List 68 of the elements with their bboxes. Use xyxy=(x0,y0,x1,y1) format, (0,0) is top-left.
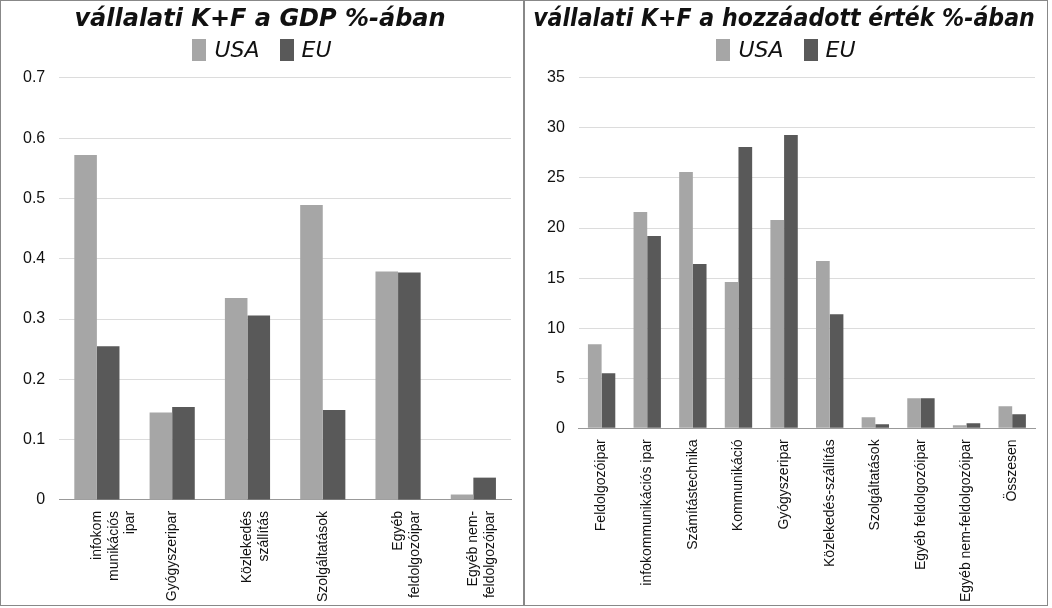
x-tick-label: Szolgáltatások xyxy=(313,509,330,603)
x-tick-label: Közlekedés szállítás xyxy=(238,510,272,584)
bar xyxy=(724,282,739,428)
x-tick-label: Gyógyszeripar xyxy=(163,510,180,602)
legend-label: EU xyxy=(825,37,856,62)
bar xyxy=(816,261,830,428)
y-tick-label: 35 xyxy=(547,68,565,86)
y-tick-label: 0.3 xyxy=(22,309,46,327)
x-tick-label: Egyéb nem-feldolgozóipar xyxy=(957,439,974,602)
y-tick-label: 0.5 xyxy=(22,188,46,206)
y-tick-label: 0 xyxy=(36,490,46,508)
x-tick-label: Közlekedés-szállítás xyxy=(820,439,837,567)
y-tick-label: 0 xyxy=(555,418,565,436)
y-tick-label: 0.4 xyxy=(22,249,46,267)
bar xyxy=(300,205,323,500)
x-tick-label: Számítástechnika xyxy=(683,439,700,550)
y-tick-label: 0.1 xyxy=(22,430,46,448)
bar xyxy=(473,477,496,500)
y-tick-label: 25 xyxy=(547,168,565,186)
x-tick-label: Gyógyszeripar xyxy=(774,439,791,530)
x-tick-label: infokommunikációs ipar xyxy=(638,439,655,586)
y-tick-label: 0.2 xyxy=(22,369,46,387)
legend-label: EU xyxy=(301,37,332,62)
y-tick-label: 10 xyxy=(547,318,565,336)
bar xyxy=(149,412,173,500)
bar xyxy=(96,346,120,500)
legend-label: USA xyxy=(214,37,260,62)
bar xyxy=(829,314,844,428)
bar xyxy=(920,398,935,428)
x-tick-label: Kommunikáció xyxy=(729,439,746,532)
bar xyxy=(679,171,693,428)
legend-label: USA xyxy=(738,37,784,62)
chart-title: vállalati K+F a GDP %-ában xyxy=(74,3,446,32)
bar xyxy=(633,212,648,428)
chart-title: vállalati K+F a hozzáadott érték %-ában xyxy=(533,3,1035,31)
bar xyxy=(770,220,785,428)
bar xyxy=(952,425,967,428)
bar xyxy=(398,272,421,500)
x-tick-label: infokom munikációs ipar xyxy=(87,510,138,581)
bar xyxy=(692,264,707,428)
bar xyxy=(738,146,753,428)
bar xyxy=(322,410,346,500)
x-tick-label: Feldolgozóipar xyxy=(592,439,609,532)
bar xyxy=(224,297,248,500)
bar xyxy=(998,406,1013,428)
y-tick-label: 15 xyxy=(547,268,565,286)
x-tick-label: Szolgáltatások xyxy=(866,438,883,531)
bar xyxy=(375,271,399,500)
bar xyxy=(966,423,981,428)
bar xyxy=(74,154,97,500)
bar xyxy=(247,315,271,500)
y-tick-label: 0.6 xyxy=(22,128,46,146)
bar xyxy=(1012,414,1026,428)
bar xyxy=(875,424,890,428)
y-tick-label: 20 xyxy=(547,218,565,236)
bar xyxy=(861,417,876,428)
bar xyxy=(587,344,602,428)
x-tick-label: Egyéb feldolgozóipar xyxy=(911,439,928,571)
bar xyxy=(907,398,921,428)
bar xyxy=(172,407,195,500)
bar xyxy=(601,373,616,428)
y-tick-label: 5 xyxy=(555,368,565,386)
bar xyxy=(784,134,798,428)
bar xyxy=(647,236,661,428)
y-tick-label: 0.7 xyxy=(22,68,46,86)
x-tick-label: Egyéb feldolgozóipar xyxy=(388,510,422,599)
x-tick-label: Összesen xyxy=(1002,439,1020,502)
y-tick-label: 30 xyxy=(547,118,565,136)
